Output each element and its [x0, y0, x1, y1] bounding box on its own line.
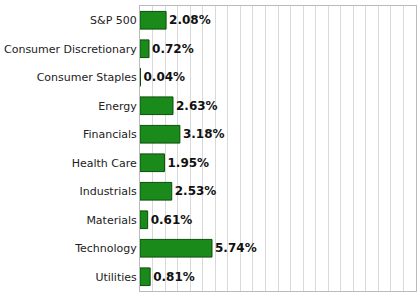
- svg-text:2.08%: 2.08%: [169, 13, 211, 27]
- svg-text:Health Care: Health Care: [72, 157, 137, 170]
- svg-text:Consumer Staples: Consumer Staples: [37, 71, 137, 84]
- svg-text:0.04%: 0.04%: [144, 70, 186, 84]
- svg-text:Energy: Energy: [98, 100, 137, 113]
- svg-text:Industrials: Industrials: [79, 185, 137, 198]
- svg-text:0.81%: 0.81%: [153, 270, 195, 284]
- svg-text:Consumer Discretionary: Consumer Discretionary: [4, 43, 137, 56]
- svg-text:2.63%: 2.63%: [176, 99, 218, 113]
- svg-text:S&P 500: S&P 500: [90, 14, 137, 27]
- svg-text:0.72%: 0.72%: [152, 42, 194, 56]
- svg-text:Technology: Technology: [74, 242, 137, 255]
- svg-text:Utilities: Utilities: [95, 271, 137, 284]
- svg-text:2.53%: 2.53%: [175, 184, 217, 198]
- svg-text:Financials: Financials: [83, 128, 137, 141]
- svg-text:1.95%: 1.95%: [167, 156, 209, 170]
- svg-text:0.61%: 0.61%: [151, 213, 193, 227]
- svg-text:Materials: Materials: [86, 214, 137, 227]
- svg-text:3.18%: 3.18%: [183, 127, 225, 141]
- svg-text:5.74%: 5.74%: [215, 241, 257, 255]
